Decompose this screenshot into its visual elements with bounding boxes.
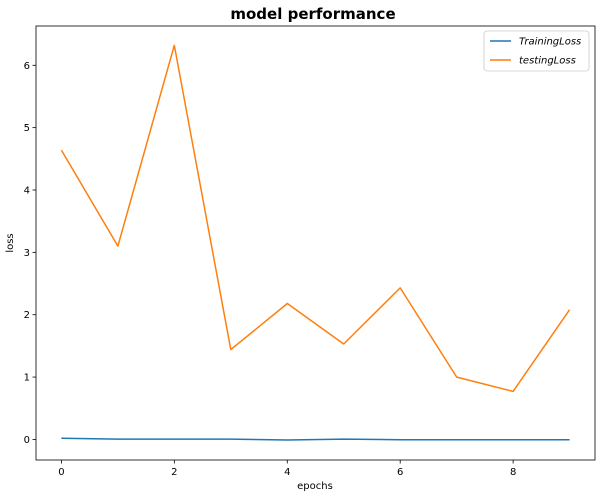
x-tick-label: 0	[58, 467, 64, 478]
y-tick-label: 5	[24, 123, 30, 134]
series-line-testingLoss	[60, 44, 571, 393]
series-line-TrainingLoss	[61, 437, 570, 441]
y-tick-label: 4	[24, 185, 30, 196]
axes-frame	[35, 25, 596, 461]
x-tick-label: 8	[510, 467, 516, 478]
y-tick-label: 1	[24, 373, 30, 384]
y-tick-label: 2	[24, 310, 30, 321]
y-axis: 0 1 2 3 4 5 6	[24, 61, 36, 446]
chart-title: model performance	[230, 5, 395, 23]
y-tick-label: 6	[24, 61, 30, 72]
legend: TrainingLoss testingLoss	[483, 30, 590, 72]
x-tick-label: 2	[171, 467, 177, 478]
plot-area	[35, 25, 596, 461]
x-axis: 0 2 4 6 8	[58, 460, 516, 478]
y-axis-label: loss	[5, 233, 16, 252]
legend-label: TrainingLoss	[519, 37, 581, 48]
x-tick-label: 6	[397, 467, 403, 478]
y-tick-label: 0	[24, 435, 30, 446]
x-axis-label: epochs	[297, 481, 333, 492]
series-layer	[60, 44, 571, 441]
legend-label: testingLoss	[519, 56, 576, 67]
x-tick-label: 4	[284, 467, 290, 478]
y-tick-label: 3	[24, 248, 30, 259]
